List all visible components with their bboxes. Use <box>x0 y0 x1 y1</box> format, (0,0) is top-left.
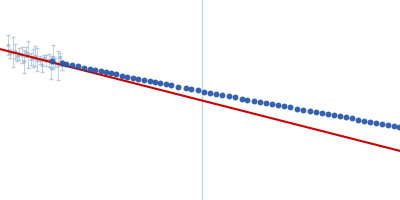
Point <box>16 52 22 56</box>
Point <box>183 86 189 90</box>
Point <box>319 111 325 115</box>
Point <box>373 121 379 124</box>
Point <box>355 118 361 121</box>
Point <box>244 98 250 101</box>
Point <box>213 92 219 96</box>
Point <box>32 55 38 58</box>
Point <box>103 71 109 74</box>
Point <box>92 68 98 72</box>
Point <box>152 80 158 84</box>
Point <box>45 59 52 62</box>
Point <box>163 83 169 86</box>
Point <box>385 123 391 127</box>
Point <box>337 115 343 118</box>
Point <box>23 50 29 54</box>
Point <box>30 56 36 60</box>
Point <box>36 58 43 62</box>
Point <box>141 78 147 81</box>
Point <box>219 93 225 97</box>
Point <box>59 63 65 67</box>
Point <box>349 117 355 120</box>
Point <box>14 55 20 58</box>
Point <box>75 65 81 68</box>
Point <box>379 122 385 126</box>
Point <box>147 79 153 83</box>
Point <box>27 58 34 61</box>
Point <box>232 96 238 99</box>
Point <box>287 106 294 109</box>
Point <box>54 64 61 67</box>
Point <box>113 73 119 76</box>
Point <box>313 110 319 113</box>
Point <box>281 105 287 108</box>
Point <box>52 61 58 64</box>
Point <box>59 61 65 65</box>
Point <box>331 114 337 117</box>
Point <box>207 91 213 94</box>
Point <box>124 75 130 78</box>
Point <box>300 108 306 111</box>
Point <box>34 58 40 61</box>
Point <box>18 53 25 56</box>
Point <box>263 101 269 105</box>
Point <box>175 85 181 88</box>
Point <box>201 90 207 93</box>
Point <box>275 104 281 107</box>
Point <box>63 62 69 66</box>
Point <box>69 63 75 67</box>
Point <box>38 63 45 67</box>
Point <box>396 126 400 129</box>
Point <box>5 43 11 47</box>
Point <box>49 59 55 63</box>
Point <box>41 57 47 60</box>
Point <box>226 95 232 98</box>
Point <box>306 109 313 112</box>
Point <box>361 119 367 122</box>
Point <box>157 81 163 85</box>
Point <box>168 84 174 87</box>
Point <box>195 89 201 92</box>
Point <box>43 59 50 62</box>
Point <box>25 53 32 56</box>
Point <box>367 120 373 123</box>
Point <box>325 112 331 116</box>
Point <box>251 99 257 102</box>
Point <box>12 50 18 53</box>
Point <box>20 60 27 63</box>
Point <box>188 88 194 91</box>
Point <box>294 107 300 110</box>
Point <box>9 51 16 54</box>
Point <box>257 100 263 103</box>
Point <box>391 125 397 128</box>
Point <box>269 102 275 106</box>
Point <box>56 55 63 59</box>
Point <box>343 116 349 119</box>
Point <box>7 52 14 55</box>
Point <box>135 77 141 80</box>
Point <box>81 66 87 69</box>
Point <box>48 66 54 69</box>
Point <box>50 55 56 58</box>
Point <box>108 72 114 75</box>
Point <box>130 76 136 79</box>
Point <box>98 70 104 73</box>
Point <box>238 97 245 100</box>
Point <box>119 74 125 77</box>
Point <box>87 67 93 70</box>
